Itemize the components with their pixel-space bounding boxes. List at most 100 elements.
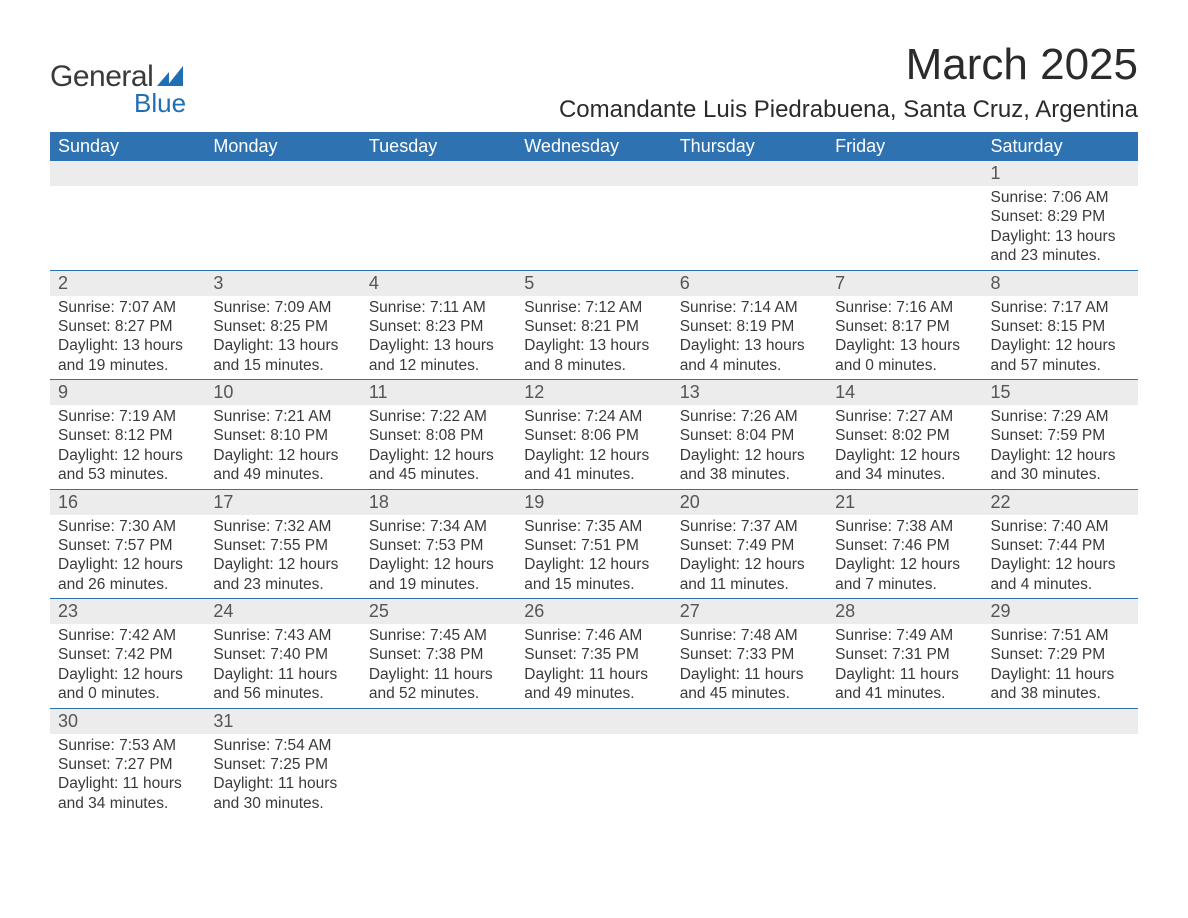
day-number-cell: 8 — [983, 270, 1138, 296]
logo-word-2: Blue — [134, 88, 186, 119]
day-detail-cell: Sunrise: 7:21 AMSunset: 8:10 PMDaylight:… — [205, 405, 360, 489]
sunrise-text: Sunrise: 7:48 AM — [680, 626, 819, 645]
sunrise-text: Sunrise: 7:37 AM — [680, 517, 819, 536]
sunrise-text: Sunrise: 7:30 AM — [58, 517, 197, 536]
sunset-text: Sunset: 8:15 PM — [991, 317, 1130, 336]
weekday-header: Monday — [205, 132, 360, 161]
day-detail-cell: Sunrise: 7:06 AMSunset: 8:29 PMDaylight:… — [983, 186, 1138, 270]
day-detail-cell — [205, 186, 360, 270]
sunrise-text: Sunrise: 7:49 AM — [835, 626, 974, 645]
day-detail-cell: Sunrise: 7:26 AMSunset: 8:04 PMDaylight:… — [672, 405, 827, 489]
daylight-text: Daylight: 12 hours and 53 minutes. — [58, 446, 197, 485]
day-number-cell — [516, 708, 671, 734]
detail-row: Sunrise: 7:30 AMSunset: 7:57 PMDaylight:… — [50, 515, 1138, 599]
weekday-header-row: Sunday Monday Tuesday Wednesday Thursday… — [50, 132, 1138, 161]
daylight-text: Daylight: 12 hours and 49 minutes. — [213, 446, 352, 485]
sunset-text: Sunset: 7:38 PM — [369, 645, 508, 664]
sunrise-text: Sunrise: 7:29 AM — [991, 407, 1130, 426]
sunset-text: Sunset: 7:33 PM — [680, 645, 819, 664]
day-detail-cell: Sunrise: 7:46 AMSunset: 7:35 PMDaylight:… — [516, 624, 671, 708]
daylight-text: Daylight: 12 hours and 0 minutes. — [58, 665, 197, 704]
sunrise-text: Sunrise: 7:45 AM — [369, 626, 508, 645]
day-detail-cell — [361, 734, 516, 818]
sunset-text: Sunset: 7:49 PM — [680, 536, 819, 555]
day-number-cell: 10 — [205, 380, 360, 406]
daylight-text: Daylight: 11 hours and 52 minutes. — [369, 665, 508, 704]
day-number-cell: 12 — [516, 380, 671, 406]
day-detail-cell: Sunrise: 7:30 AMSunset: 7:57 PMDaylight:… — [50, 515, 205, 599]
sunrise-text: Sunrise: 7:11 AM — [369, 298, 508, 317]
daylight-text: Daylight: 13 hours and 23 minutes. — [991, 227, 1130, 266]
sunset-text: Sunset: 8:19 PM — [680, 317, 819, 336]
sunrise-text: Sunrise: 7:42 AM — [58, 626, 197, 645]
day-detail-cell: Sunrise: 7:54 AMSunset: 7:25 PMDaylight:… — [205, 734, 360, 818]
day-number-cell: 28 — [827, 599, 982, 625]
sunrise-text: Sunrise: 7:19 AM — [58, 407, 197, 426]
detail-row: Sunrise: 7:42 AMSunset: 7:42 PMDaylight:… — [50, 624, 1138, 708]
day-detail-cell: Sunrise: 7:22 AMSunset: 8:08 PMDaylight:… — [361, 405, 516, 489]
day-detail-cell: Sunrise: 7:40 AMSunset: 7:44 PMDaylight:… — [983, 515, 1138, 599]
detail-row: Sunrise: 7:07 AMSunset: 8:27 PMDaylight:… — [50, 296, 1138, 380]
day-detail-cell: Sunrise: 7:48 AMSunset: 7:33 PMDaylight:… — [672, 624, 827, 708]
day-detail-cell: Sunrise: 7:09 AMSunset: 8:25 PMDaylight:… — [205, 296, 360, 380]
sunset-text: Sunset: 7:51 PM — [524, 536, 663, 555]
day-number-cell: 9 — [50, 380, 205, 406]
weekday-header: Friday — [827, 132, 982, 161]
sunset-text: Sunset: 8:17 PM — [835, 317, 974, 336]
sunset-text: Sunset: 7:29 PM — [991, 645, 1130, 664]
weekday-header: Sunday — [50, 132, 205, 161]
sunrise-text: Sunrise: 7:12 AM — [524, 298, 663, 317]
daynum-row: 9101112131415 — [50, 380, 1138, 406]
daylight-text: Daylight: 11 hours and 49 minutes. — [524, 665, 663, 704]
day-number-cell: 15 — [983, 380, 1138, 406]
day-number-cell — [205, 161, 360, 186]
calendar-table: Sunday Monday Tuesday Wednesday Thursday… — [50, 132, 1138, 817]
daylight-text: Daylight: 11 hours and 38 minutes. — [991, 665, 1130, 704]
sunset-text: Sunset: 8:21 PM — [524, 317, 663, 336]
sunrise-text: Sunrise: 7:32 AM — [213, 517, 352, 536]
daylight-text: Daylight: 12 hours and 38 minutes. — [680, 446, 819, 485]
day-number-cell — [827, 161, 982, 186]
day-number-cell: 29 — [983, 599, 1138, 625]
sunset-text: Sunset: 7:46 PM — [835, 536, 974, 555]
day-number-cell: 2 — [50, 270, 205, 296]
weekday-header: Tuesday — [361, 132, 516, 161]
sunrise-text: Sunrise: 7:35 AM — [524, 517, 663, 536]
sunrise-text: Sunrise: 7:40 AM — [991, 517, 1130, 536]
daynum-row: 3031 — [50, 708, 1138, 734]
sunrise-text: Sunrise: 7:38 AM — [835, 517, 974, 536]
day-number-cell: 21 — [827, 489, 982, 515]
day-number-cell — [361, 161, 516, 186]
day-number-cell — [50, 161, 205, 186]
day-detail-cell: Sunrise: 7:49 AMSunset: 7:31 PMDaylight:… — [827, 624, 982, 708]
day-detail-cell: Sunrise: 7:34 AMSunset: 7:53 PMDaylight:… — [361, 515, 516, 599]
daynum-row: 1 — [50, 161, 1138, 186]
day-number-cell: 22 — [983, 489, 1138, 515]
page-title: March 2025 — [559, 40, 1138, 90]
day-detail-cell: Sunrise: 7:11 AMSunset: 8:23 PMDaylight:… — [361, 296, 516, 380]
day-number-cell: 31 — [205, 708, 360, 734]
daylight-text: Daylight: 12 hours and 11 minutes. — [680, 555, 819, 594]
sunrise-text: Sunrise: 7:21 AM — [213, 407, 352, 426]
day-detail-cell — [50, 186, 205, 270]
day-detail-cell — [672, 186, 827, 270]
daylight-text: Daylight: 12 hours and 19 minutes. — [369, 555, 508, 594]
daylight-text: Daylight: 12 hours and 57 minutes. — [991, 336, 1130, 375]
weekday-header: Wednesday — [516, 132, 671, 161]
day-detail-cell: Sunrise: 7:51 AMSunset: 7:29 PMDaylight:… — [983, 624, 1138, 708]
sunset-text: Sunset: 7:40 PM — [213, 645, 352, 664]
sunset-text: Sunset: 8:10 PM — [213, 426, 352, 445]
sunset-text: Sunset: 7:59 PM — [991, 426, 1130, 445]
day-detail-cell: Sunrise: 7:43 AMSunset: 7:40 PMDaylight:… — [205, 624, 360, 708]
day-number-cell: 30 — [50, 708, 205, 734]
sunrise-text: Sunrise: 7:24 AM — [524, 407, 663, 426]
day-detail-cell — [516, 186, 671, 270]
day-number-cell: 3 — [205, 270, 360, 296]
daylight-text: Daylight: 11 hours and 56 minutes. — [213, 665, 352, 704]
daylight-text: Daylight: 13 hours and 19 minutes. — [58, 336, 197, 375]
sunrise-text: Sunrise: 7:22 AM — [369, 407, 508, 426]
weekday-header: Thursday — [672, 132, 827, 161]
sunrise-text: Sunrise: 7:43 AM — [213, 626, 352, 645]
day-number-cell — [827, 708, 982, 734]
sunrise-text: Sunrise: 7:09 AM — [213, 298, 352, 317]
